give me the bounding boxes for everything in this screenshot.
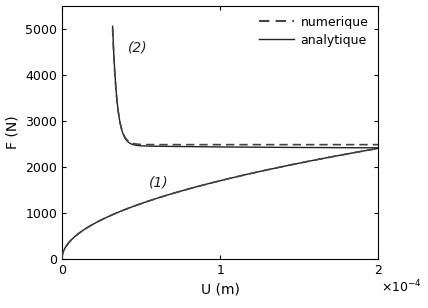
Legend: numerique, analytique: numerique, analytique (256, 12, 372, 50)
Text: (2): (2) (128, 41, 148, 55)
Text: $\times 10^{-4}$: $\times 10^{-4}$ (381, 279, 422, 296)
X-axis label: U (m): U (m) (201, 282, 240, 296)
Y-axis label: F (N): F (N) (6, 116, 20, 149)
Text: (1): (1) (149, 175, 169, 189)
